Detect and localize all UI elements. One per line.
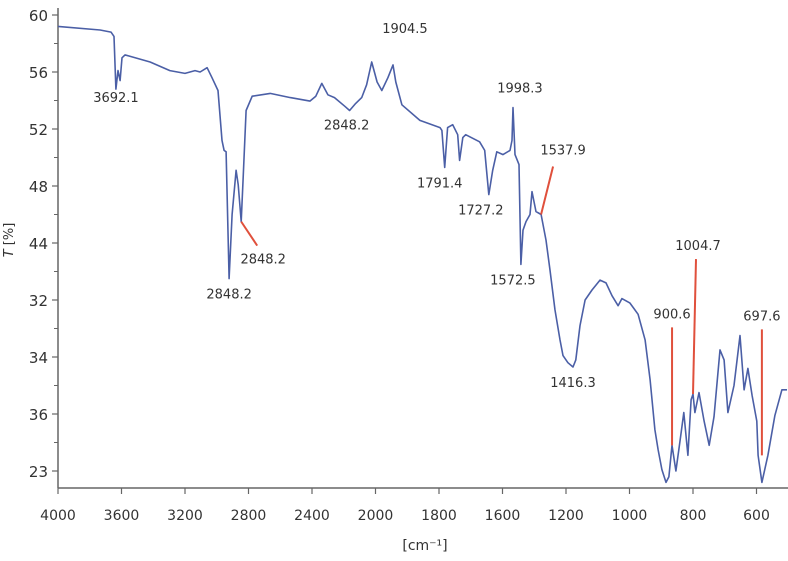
peak-annotations: 3692.1 2848.2 2848.2 2848.2 1904.5 1791.4 1727… (93, 22, 781, 456)
peak-label: 1904.5 (382, 22, 428, 37)
peak-label: 697.6 (743, 309, 780, 324)
x-tick-label: 1200 (548, 508, 584, 524)
peak-label: 3692.1 (93, 91, 139, 106)
peak-label: 1572.5 (490, 273, 536, 288)
peak-label: 1727.2 (458, 204, 504, 219)
peak-label: 2848.2 (240, 253, 286, 268)
x-axis-label: [cm⁻¹] (402, 538, 447, 554)
x-tick-label: 1800 (421, 508, 457, 524)
x-tick-label: 2400 (294, 508, 330, 524)
annotation-leader-line (692, 259, 697, 395)
spectrum-line (57, 25, 787, 484)
annotation-leader-line (540, 166, 555, 215)
x-tick-label: 3600 (104, 508, 140, 524)
x-tick-label: 2000 (358, 508, 394, 524)
peak-label: 900.6 (653, 307, 690, 322)
y-tick-label: 23 (29, 463, 48, 481)
x-tick-label: 1600 (485, 508, 521, 524)
y-tick-label: 48 (29, 178, 48, 196)
peak-label: 1004.7 (675, 239, 721, 254)
y-axis-label: T [%] (2, 223, 17, 258)
y-axis-label-symbol: T (2, 248, 17, 257)
axes (52, 8, 788, 494)
y-tick-label: 34 (29, 349, 48, 367)
x-tick-label: 1000 (612, 508, 648, 524)
x-tick-label: 4000 (40, 508, 76, 524)
y-tick-label: 44 (29, 235, 48, 253)
y-tick-label: 52 (29, 121, 48, 139)
peak-label: 2848.2 (206, 288, 252, 303)
x-tick-label: 2800 (231, 508, 267, 524)
tick-labels: 60 56 52 48 44 32 34 36 23 4000 3600 3200 2800 2400 20… (29, 7, 770, 524)
peak-label: 1537.9 (540, 144, 586, 159)
annotation-leader-line (240, 221, 259, 247)
y-tick-label: 32 (29, 292, 48, 310)
peak-label: 1791.4 (417, 176, 463, 191)
x-tick-label: 800 (680, 508, 707, 524)
x-tick-label: 600 (743, 508, 770, 524)
y-tick-label: 60 (29, 7, 48, 25)
y-tick-label: 56 (29, 64, 48, 82)
peak-label: 1998.3 (497, 82, 543, 97)
x-tick-label: 3200 (167, 508, 203, 524)
y-tick-label: 36 (29, 406, 48, 424)
peak-label: 2848.2 (324, 118, 370, 133)
peak-label: 1416.3 (550, 376, 596, 391)
y-axis-label-unit: [%] (2, 223, 17, 246)
